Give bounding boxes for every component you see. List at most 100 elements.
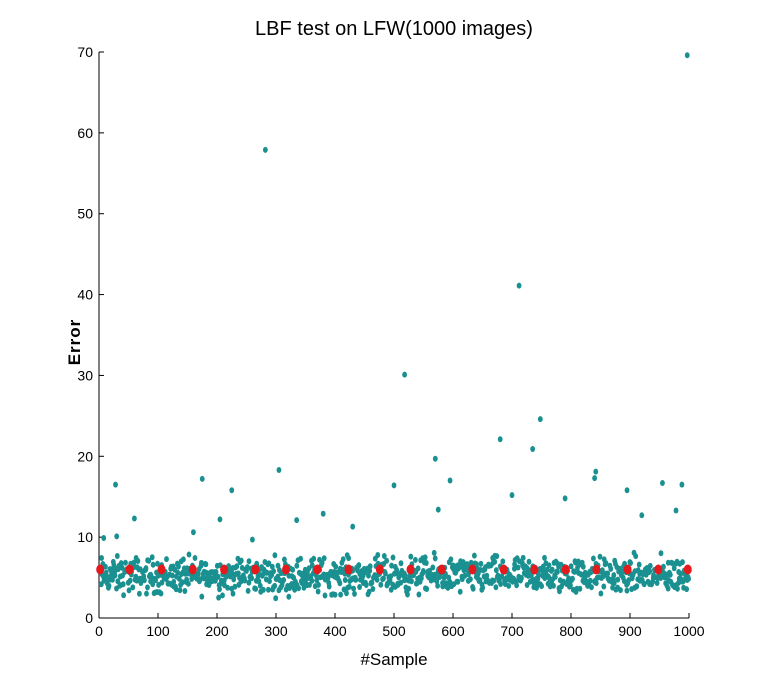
data-point [282,556,287,563]
data-point [398,560,404,567]
data-point [191,529,196,536]
data-point [103,569,109,576]
data-point [143,565,149,572]
mean-marker [623,564,632,575]
bulk-points [97,549,691,602]
data-point [432,571,438,578]
data-point [363,582,369,588]
data-point [472,552,477,559]
data-point [118,560,124,567]
data-point [494,553,500,560]
data-point [326,583,332,590]
y-tick-label: 40 [77,287,93,303]
data-point [369,579,375,586]
data-point [322,592,328,599]
data-point [127,577,133,584]
data-point [130,584,136,591]
data-point [234,563,240,570]
data-point [175,569,181,576]
data-point [624,587,630,594]
x-tick-label: 0 [95,623,103,639]
data-point [196,570,201,577]
data-point [286,593,292,600]
data-point [375,552,381,558]
data-point [332,591,338,598]
data-point [600,567,605,574]
x-tick-label: 300 [264,623,288,639]
data-point [432,455,438,462]
data-point [591,555,596,562]
data-point [299,580,305,587]
data-point [493,567,499,574]
data-point [366,588,372,595]
data-point [164,556,169,563]
data-point [549,566,555,573]
data-point [262,146,268,153]
data-point [182,588,188,594]
data-point [186,580,191,587]
data-point [114,553,120,559]
data-point [307,581,312,588]
data-point [593,580,599,587]
data-point [199,593,205,600]
data-point [381,553,387,559]
data-point [378,581,384,588]
data-point [539,583,544,590]
data-point [370,586,376,592]
data-point [145,584,150,591]
data-point [526,558,532,565]
mean-marker [683,564,692,575]
data-point [679,481,685,488]
data-point [408,553,414,560]
x-axis-label: #Sample [360,650,427,669]
data-point [106,582,112,589]
data-point [347,583,352,590]
data-point [267,578,272,585]
data-point [515,564,521,571]
x-tick-label: 700 [500,623,524,639]
data-point [201,575,207,582]
data-point [180,579,185,586]
data-point [660,479,665,486]
data-point [321,555,327,562]
data-point [592,475,597,482]
y-tick-label: 10 [77,529,93,545]
data-point [294,517,300,524]
x-tick-label: 900 [618,623,642,639]
data-point [294,562,300,569]
data-point [624,487,630,494]
data-point [416,591,422,598]
data-point [468,576,473,583]
data-point [493,584,499,591]
data-point [516,282,522,289]
data-point [603,560,609,567]
data-point [455,578,461,585]
data-point [580,563,586,570]
data-point [192,555,198,561]
mean-marker [282,564,291,575]
data-point [499,573,505,580]
data-point [520,554,526,561]
y-tick-label: 50 [77,206,93,222]
data-point [423,560,429,566]
data-point [276,467,282,474]
data-point [171,578,177,585]
data-point [654,580,660,586]
data-point [557,588,562,595]
data-point [316,581,321,588]
data-point [132,515,137,522]
data-point [381,575,386,582]
mean-marker [220,564,229,575]
data-point [238,557,244,564]
data-point [366,572,371,579]
data-point [367,567,373,574]
data-point [101,534,107,541]
data-point [647,562,653,569]
data-point [402,371,408,378]
data-point [680,559,685,566]
data-point [353,576,359,583]
data-point [229,487,235,494]
data-point [103,563,108,570]
chart-title: LBF test on LFW(1000 images) [255,18,533,40]
data-point [570,575,575,582]
